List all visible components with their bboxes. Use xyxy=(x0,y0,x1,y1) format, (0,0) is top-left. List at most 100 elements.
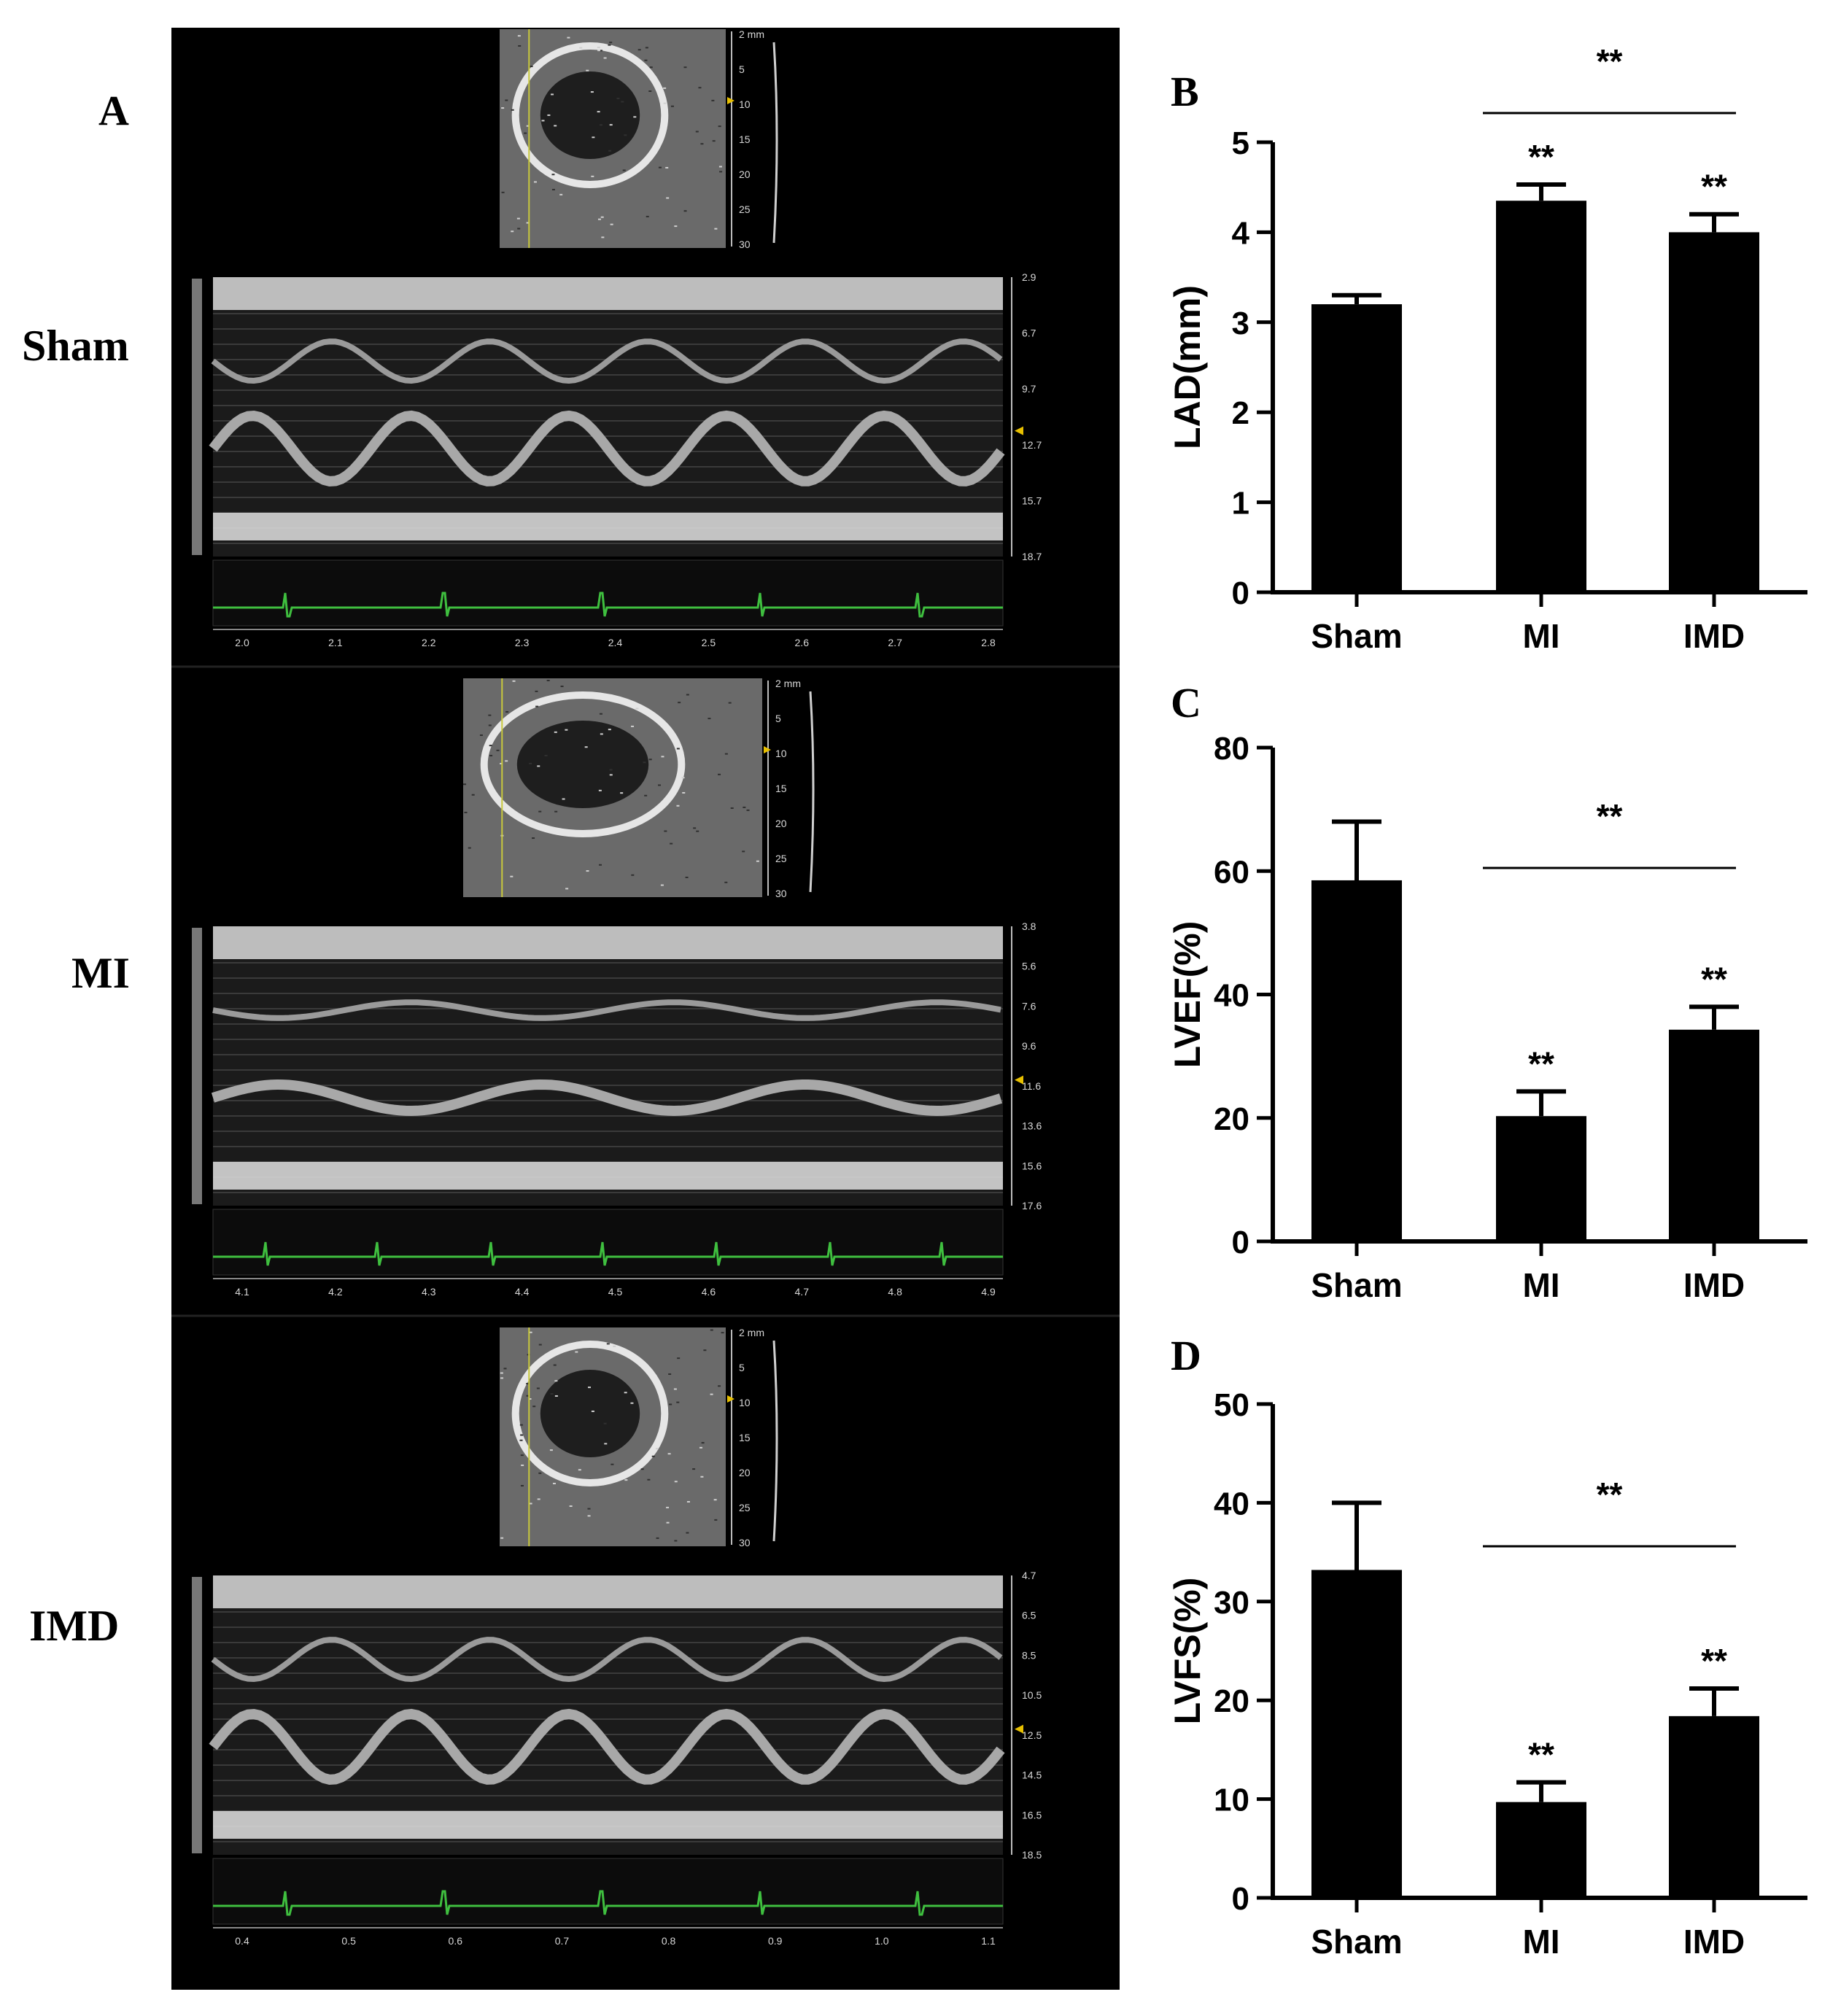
y-tick-label: 5 xyxy=(1232,125,1249,161)
time-tick-label: 2.4 xyxy=(608,637,623,648)
speckle xyxy=(588,1387,592,1389)
x-tick-label: Sham xyxy=(1311,617,1402,655)
time-tick-label: 2.6 xyxy=(795,637,810,648)
speckle xyxy=(463,783,467,786)
speckle xyxy=(597,47,600,49)
m-mode-background xyxy=(213,926,1003,1206)
speckle xyxy=(517,228,521,230)
speckle xyxy=(500,1377,504,1379)
speckle xyxy=(635,707,639,710)
speckle xyxy=(579,47,583,49)
speckle xyxy=(597,218,601,220)
speckle xyxy=(500,1372,503,1374)
speckle xyxy=(578,1469,581,1471)
speckle xyxy=(510,875,513,877)
speckle xyxy=(562,798,565,800)
ecg-background xyxy=(212,559,1004,627)
speckle xyxy=(649,66,653,69)
time-tick-label: 0.8 xyxy=(662,1935,676,1947)
speckle xyxy=(592,136,595,139)
depth-tick-label: 25 xyxy=(739,1502,751,1513)
depth-tick-label: 25 xyxy=(739,203,751,215)
speckle xyxy=(553,1364,557,1366)
x-tick-label: Sham xyxy=(1311,1266,1402,1304)
time-tick-label: 2.5 xyxy=(702,637,716,648)
speckle xyxy=(674,225,678,228)
speckle xyxy=(530,66,533,68)
speckle xyxy=(532,1406,536,1408)
m-mode-depth-label: 17.6 xyxy=(1022,1200,1042,1211)
y-axis-label: LVEF(%) xyxy=(1167,921,1208,1069)
speckle xyxy=(535,690,538,692)
speckle xyxy=(668,1373,672,1375)
speckle xyxy=(538,1344,542,1346)
speckle xyxy=(518,44,522,47)
speckle xyxy=(600,124,603,126)
depth-tick-label: 2 mm xyxy=(739,1327,764,1338)
depth-tick-label: 30 xyxy=(739,1537,751,1548)
y-tick-label: 20 xyxy=(1214,1101,1249,1137)
anterior-wall-trace xyxy=(211,338,1003,384)
depth-tick-label: 2 mm xyxy=(739,28,764,40)
time-tick-label: 2.8 xyxy=(981,637,996,648)
ventricle-cavity xyxy=(540,1370,640,1457)
speckle xyxy=(621,101,624,103)
speckle xyxy=(591,175,594,177)
ecg-trace xyxy=(213,592,1003,618)
time-axis: 4.1 4.2 4.3 4.4 4.5 4.6 4.7 4.8 4.9 xyxy=(213,1278,1003,1298)
panel-d-letter: D xyxy=(1171,1332,1201,1379)
bar xyxy=(1311,880,1402,1241)
focus-marker xyxy=(727,97,735,104)
speckle xyxy=(546,680,550,682)
speckle xyxy=(686,694,689,696)
m-mode-depth-label: 5.6 xyxy=(1022,961,1036,972)
m-mode-depth-label: 6.5 xyxy=(1022,1610,1036,1621)
m-mode-focus-marker xyxy=(1015,1724,1023,1734)
speckle xyxy=(529,762,532,764)
m-mode-depth-label: 2.9 xyxy=(1022,271,1036,283)
m-mode-depth-label: 9.6 xyxy=(1022,1040,1036,1052)
bar xyxy=(1311,1570,1402,1898)
speckle xyxy=(640,1468,644,1470)
speckle xyxy=(537,1498,540,1500)
time-tick-label: 0.9 xyxy=(768,1935,783,1947)
speckle xyxy=(600,733,603,735)
speckle xyxy=(682,791,686,794)
speckle xyxy=(710,1393,713,1395)
y-tick-label: 60 xyxy=(1214,854,1249,890)
speckle xyxy=(599,713,602,715)
time-tick-label: 1.0 xyxy=(875,1935,889,1947)
m-mode-depth-label: 18.7 xyxy=(1022,551,1042,562)
speckle xyxy=(524,132,527,134)
y-tick-label: 0 xyxy=(1232,1225,1249,1260)
row-label-mi: MI xyxy=(71,949,130,997)
x-tick-label: MI xyxy=(1522,1923,1559,1961)
anterior-wall-trace xyxy=(211,1637,1003,1683)
speckle xyxy=(666,1506,670,1508)
depth-tick-label: 5 xyxy=(739,63,745,75)
speckle xyxy=(644,59,648,61)
posterior-wall-trace xyxy=(211,1079,1003,1117)
speckle xyxy=(532,837,535,840)
speckle xyxy=(529,1331,532,1333)
speckle xyxy=(698,87,702,89)
speckle xyxy=(721,1332,724,1334)
m-mode-depth-label: 15.7 xyxy=(1022,495,1042,506)
speckle xyxy=(666,1521,670,1524)
speckle xyxy=(529,1503,532,1505)
speckle xyxy=(526,125,530,127)
speckle xyxy=(718,125,721,128)
depth-tick-label: 20 xyxy=(739,1467,751,1478)
heart-wall xyxy=(480,691,686,837)
speckle xyxy=(544,754,548,756)
speckle xyxy=(676,748,680,750)
m-mode-depth-label: 15.6 xyxy=(1022,1160,1042,1171)
bracket-label: ** xyxy=(1597,42,1623,80)
heart-wall xyxy=(511,1341,669,1486)
speckle xyxy=(695,131,699,133)
speckle xyxy=(503,1368,507,1370)
speckle xyxy=(724,881,728,883)
ecg-strip xyxy=(212,1209,1004,1276)
y-tick-label: 80 xyxy=(1214,731,1249,767)
